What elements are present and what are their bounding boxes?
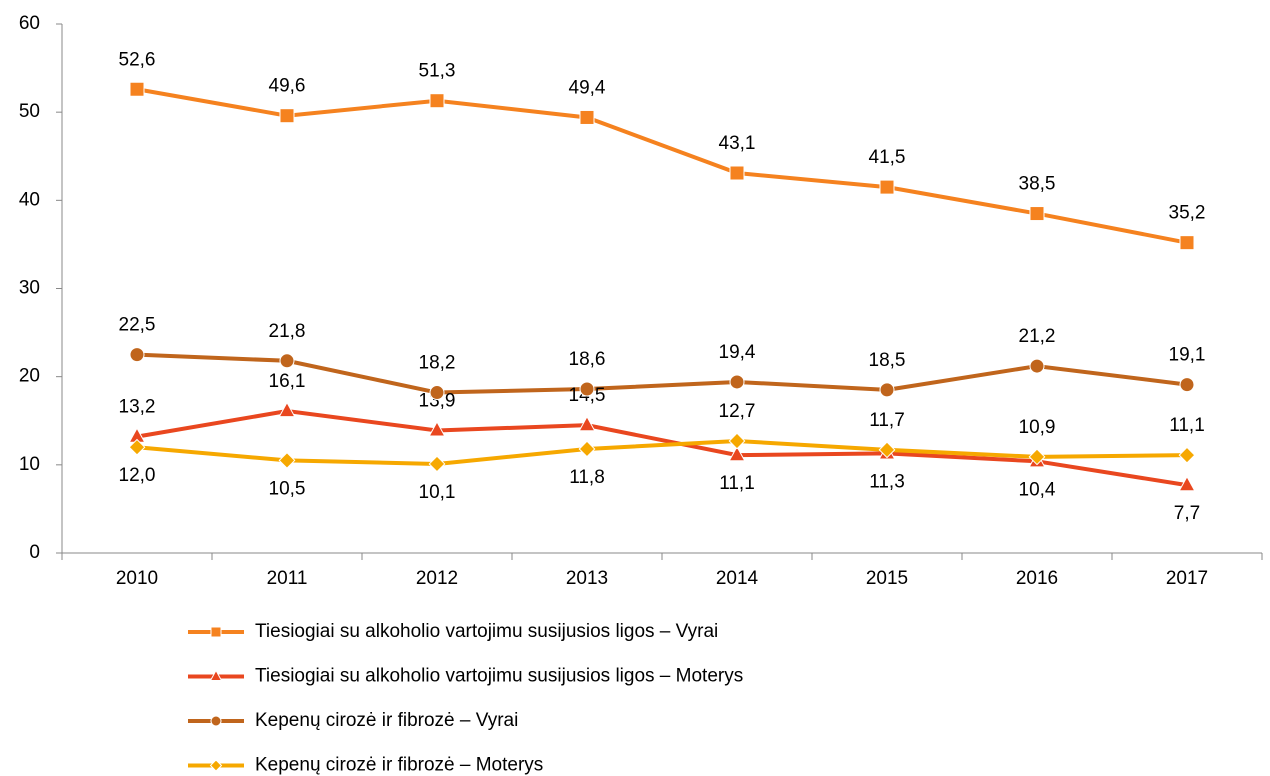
data-label: 11,8: [569, 467, 605, 488]
marker: [579, 381, 595, 397]
marker: [210, 626, 222, 638]
marker: [1028, 448, 1046, 466]
data-label: 10,4: [1019, 479, 1056, 500]
data-label: 11,1: [1169, 415, 1205, 436]
series-line: [136, 87, 1188, 245]
x-tick-label: 2016: [1016, 568, 1058, 589]
marker: [729, 165, 745, 181]
legend-label: Tiesiogiai su alkoholio vartojimu susiju…: [255, 621, 718, 642]
marker: [879, 382, 895, 398]
marker: [1178, 475, 1196, 492]
series-line: [136, 352, 1188, 395]
marker: [1179, 235, 1195, 251]
legend-label: Kepenų cirozė ir fibrozė – Vyrai: [255, 710, 518, 731]
data-label: 18,2: [419, 353, 456, 374]
data-label: 10,9: [1019, 417, 1056, 438]
y-tick-label: 10: [19, 454, 40, 475]
marker: [279, 353, 295, 369]
data-label: 49,6: [269, 76, 306, 97]
data-label: 12,7: [719, 401, 756, 422]
x-tick-label: 2014: [716, 568, 759, 589]
legend-label: Kepenų cirozė ir fibrozė – Moterys: [255, 755, 543, 776]
marker: [579, 109, 595, 125]
marker: [578, 415, 596, 432]
y-tick-label: 20: [19, 366, 40, 387]
data-label: 10,1: [419, 482, 456, 503]
x-tick-label: 2015: [866, 568, 908, 589]
marker: [1029, 206, 1045, 222]
marker: [128, 438, 146, 456]
marker: [278, 452, 296, 469]
data-label: 10,5: [269, 478, 306, 499]
marker: [279, 108, 295, 124]
marker: [429, 385, 445, 401]
marker: [129, 81, 145, 97]
data-label: 51,3: [419, 61, 456, 82]
data-label: 13,9: [419, 390, 456, 411]
marker: [428, 421, 446, 437]
marker: [209, 669, 223, 681]
x-tick-label: 2013: [566, 568, 608, 589]
legend-label: Tiesiogiai su alkoholio vartojimu susiju…: [255, 666, 743, 687]
x-tick-label: 2011: [267, 568, 308, 589]
marker: [879, 179, 895, 195]
data-label: 11,1: [719, 473, 755, 494]
data-label: 18,6: [569, 349, 606, 370]
y-tick-label: 0: [29, 542, 40, 563]
series-line: [136, 439, 1188, 466]
data-label: 21,8: [269, 321, 306, 342]
marker: [210, 715, 222, 727]
data-label: 52,6: [119, 49, 156, 70]
data-label: 21,2: [1019, 326, 1056, 347]
data-label: 22,5: [119, 315, 156, 336]
data-label: 13,2: [119, 397, 156, 418]
series-line: [136, 409, 1188, 488]
marker: [129, 347, 145, 363]
x-tick-label: 2010: [116, 568, 158, 589]
marker: [1179, 377, 1195, 393]
data-label: 7,7: [1174, 503, 1200, 524]
x-tick-label: 2017: [1166, 568, 1208, 589]
marker: [578, 440, 596, 458]
y-tick-label: 30: [19, 278, 40, 299]
marker: [428, 455, 446, 473]
marker: [728, 432, 746, 450]
data-label: 11,7: [869, 410, 905, 431]
data-label: 11,3: [869, 471, 905, 492]
data-label: 12,0: [119, 465, 156, 486]
data-label: 18,5: [869, 350, 906, 371]
data-label: 19,4: [719, 342, 756, 363]
marker: [878, 441, 896, 459]
x-tick-label: 2012: [416, 568, 458, 589]
y-tick-label: 50: [19, 101, 40, 122]
data-label: 19,1: [1169, 345, 1206, 366]
data-label: 38,5: [1019, 174, 1056, 195]
data-label: 35,2: [1169, 203, 1206, 224]
marker: [729, 374, 745, 390]
marker: [278, 401, 296, 418]
marker: [209, 759, 223, 772]
marker: [728, 445, 746, 462]
data-label: 41,5: [869, 147, 906, 168]
marker: [1178, 446, 1196, 464]
marker: [429, 93, 445, 109]
data-label: 16,1: [269, 371, 306, 392]
y-tick-label: 60: [19, 13, 40, 34]
data-label: 49,4: [569, 77, 606, 98]
marker: [1029, 358, 1045, 374]
y-tick-label: 40: [19, 189, 40, 210]
data-label: 43,1: [719, 133, 756, 154]
